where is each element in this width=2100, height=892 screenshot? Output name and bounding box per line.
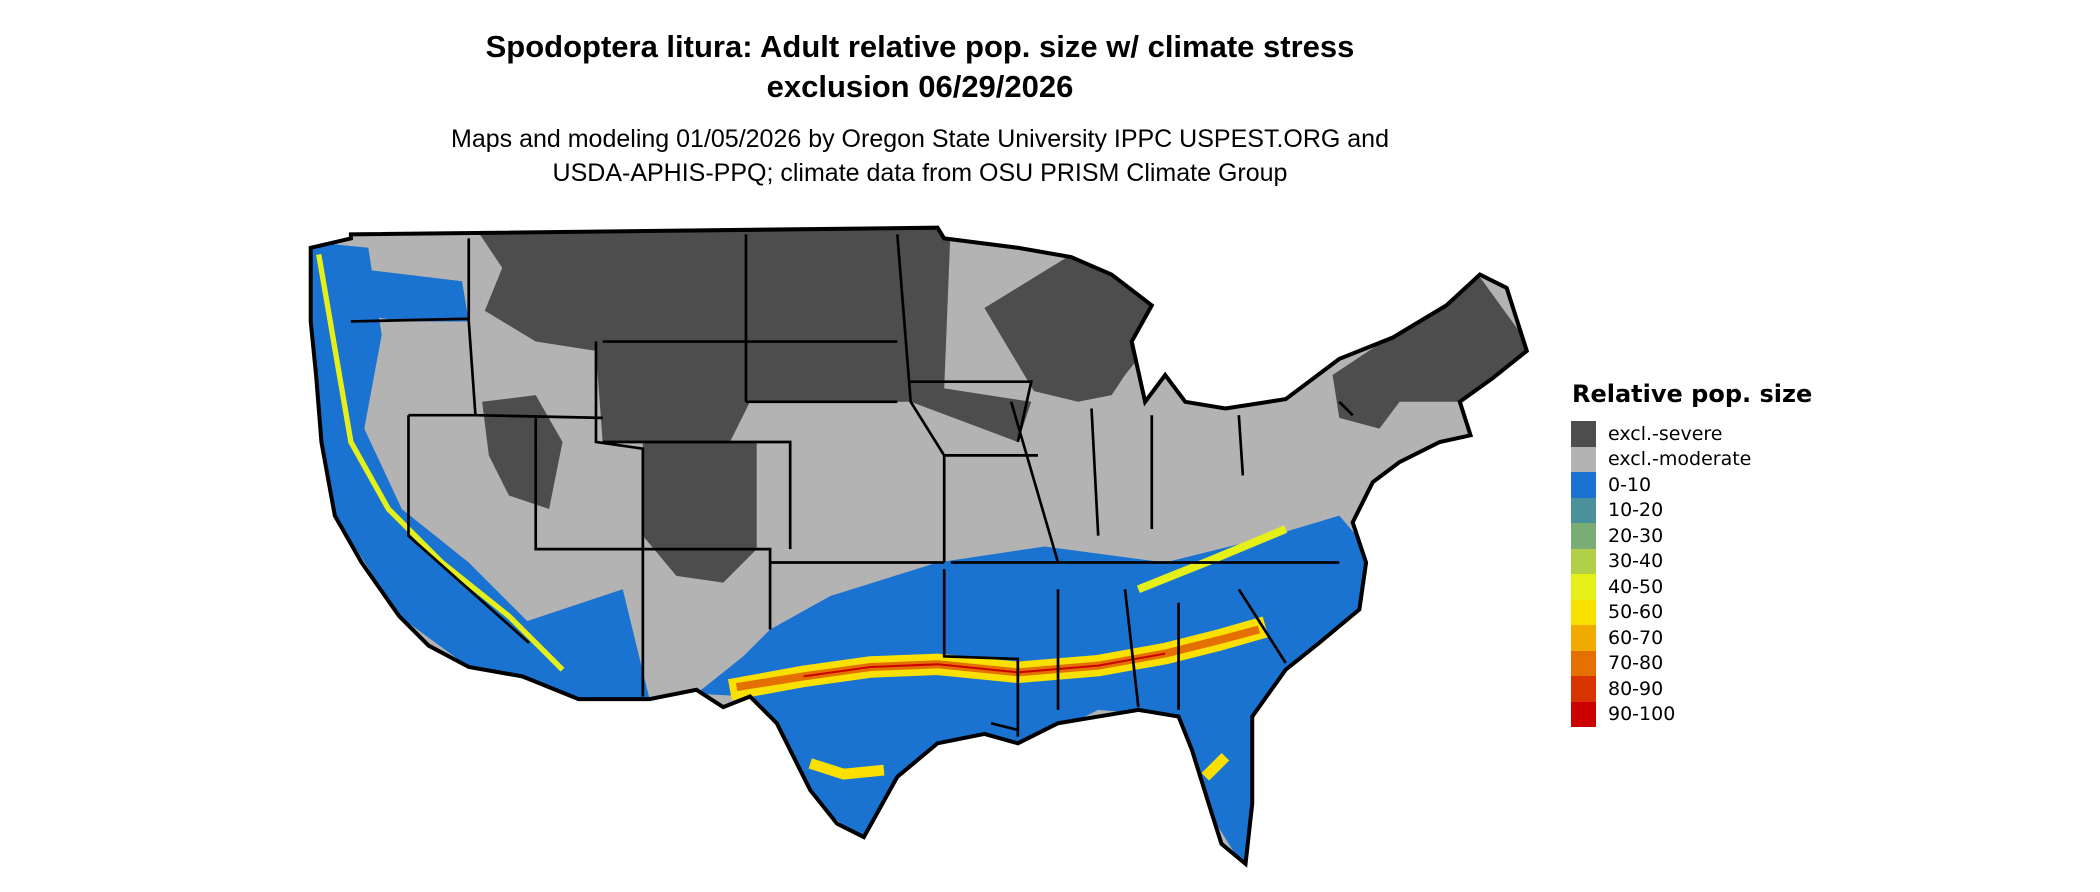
excl-severe-region-north (475, 227, 1032, 442)
legend-item: 60-70 (1571, 625, 1812, 651)
legend-title: Relative pop. size (1572, 380, 1813, 408)
legend-label: 90-100 (1608, 703, 1676, 726)
legend-label: 20-30 (1608, 524, 1664, 547)
legend-swatch (1571, 523, 1596, 549)
legend-item: 50-60 (1571, 599, 1812, 625)
legend-item: 20-30 (1571, 523, 1812, 549)
state-borders (311, 228, 1527, 864)
legend-swatch (1571, 676, 1596, 702)
legend-swatch (1571, 625, 1596, 651)
legend-label: excl.-severe (1608, 422, 1723, 445)
legend-label: 10-20 (1608, 499, 1664, 522)
range-90-100-band (803, 652, 1166, 678)
legend-label: 60-70 (1608, 626, 1664, 649)
range-40-50-california (316, 254, 565, 672)
legend-item: 80-90 (1571, 676, 1812, 702)
legend-item: excl.-severe (1571, 421, 1812, 447)
range-50-60-florida (1201, 752, 1230, 781)
legend: Relative pop. size excl.-severe excl.-mod… (1571, 380, 1812, 727)
legend-label: 40-50 (1608, 575, 1664, 598)
range-0-10-southwest (522, 589, 650, 700)
legend-item: 10-20 (1571, 497, 1812, 523)
map-subtitle-line-1: Maps and modeling 01/05/2026 by Oregon S… (451, 125, 1389, 153)
legend-item: excl.-moderate (1571, 446, 1812, 472)
legend-swatch (1571, 650, 1596, 676)
legend-swatch (1571, 548, 1596, 574)
excl-severe-region-northeast (1332, 267, 1527, 429)
range-0-10-west-coast (310, 241, 579, 700)
map-subtitle-line-2: USDA-APHIS-PPQ; climate data from OSU PR… (552, 159, 1288, 187)
legend-label: 0-10 (1608, 473, 1652, 496)
excl-severe-region-rockies (642, 441, 757, 583)
legend-item: 40-50 (1571, 574, 1812, 600)
excl-severe-region-great-basin (482, 395, 563, 509)
legend-label: 80-90 (1608, 677, 1664, 700)
range-50-60-coastal-texas (808, 758, 885, 780)
range-0-10-washington (350, 267, 469, 322)
legend-swatch (1571, 574, 1596, 600)
legend-item: 0-10 (1571, 472, 1812, 498)
legend-swatch (1571, 497, 1596, 523)
legend-label: 70-80 (1608, 652, 1664, 675)
legend-swatch (1571, 472, 1596, 498)
legend-swatch (1571, 421, 1596, 447)
legend-swatch (1571, 446, 1596, 472)
legend-label: excl.-moderate (1608, 448, 1752, 471)
legend-item: 30-40 (1571, 548, 1812, 574)
excl-severe-region-great-lakes (984, 254, 1166, 402)
legend-label: 50-60 (1608, 601, 1664, 624)
legend-swatch (1571, 701, 1596, 727)
legend-label: 30-40 (1608, 550, 1664, 573)
map-title-line-1: Spodoptera litura: Adult relative pop. s… (485, 29, 1355, 64)
range-0-10-southeast (696, 515, 1380, 864)
map-title-line-2: exclusion 06/29/2026 (766, 69, 1074, 104)
legend-item: 70-80 (1571, 650, 1812, 676)
legend-item: 90-100 (1571, 701, 1812, 727)
legend-swatch (1571, 599, 1596, 625)
